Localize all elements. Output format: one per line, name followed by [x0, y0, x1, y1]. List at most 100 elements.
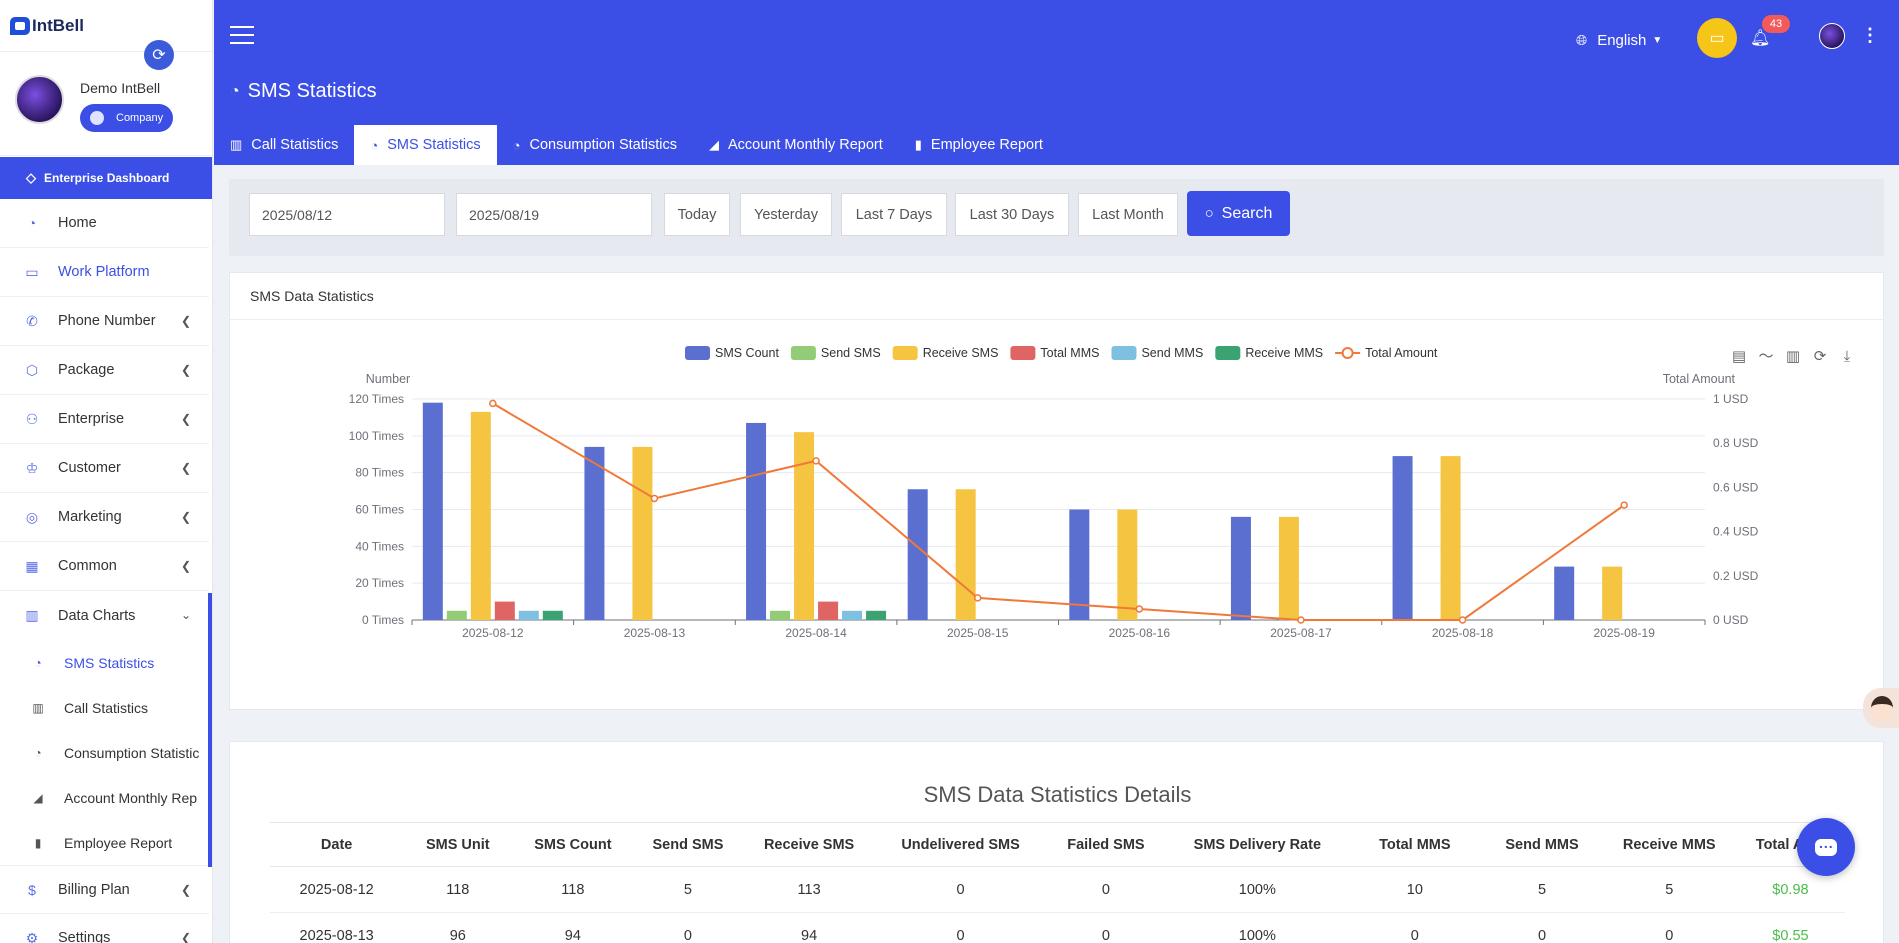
- page-title: ◔ SMS Statistics: [230, 80, 377, 103]
- line-switch-icon[interactable]: 〜: [1758, 347, 1773, 365]
- x-tick-label: 2025-08-12: [462, 626, 524, 640]
- bar-receive-sms: [1278, 516, 1299, 620]
- chevron-down-icon: ⌄: [180, 608, 191, 622]
- line-point: [650, 494, 659, 503]
- sidebar-subitem-label: SMS Statistics: [64, 654, 155, 671]
- bar-switch-icon[interactable]: ▥: [1786, 347, 1800, 365]
- last-7-days-button[interactable]: Last 7 Days: [841, 193, 947, 236]
- sidebar-item-label: Marketing: [58, 509, 122, 525]
- end-date-input[interactable]: 2025/08/19: [456, 193, 652, 236]
- enterprise-dashboard-button[interactable]: ◇ Enterprise Dashboard: [0, 157, 212, 199]
- tab-sms-statistics[interactable]: ◔ SMS Statistics: [354, 125, 497, 165]
- sidebar-subitem-sms-statistics[interactable]: ◔ SMS Statistics: [0, 640, 209, 685]
- table-cell: 5: [1481, 866, 1603, 913]
- y-tick-label: 40 Times: [355, 539, 404, 553]
- start-date-input[interactable]: 2025/08/12: [249, 193, 445, 236]
- sidebar-subitem-label: Consumption Statistic: [64, 744, 200, 761]
- table-cell: 0: [1045, 866, 1167, 913]
- avatar[interactable]: [1819, 23, 1845, 49]
- switch-account-icon[interactable]: ⟳: [144, 40, 174, 70]
- tab-label: SMS Statistics: [387, 137, 481, 153]
- bar-sms-count: [1392, 456, 1413, 620]
- language-select[interactable]: 🌐︎ English ▼: [1576, 32, 1662, 49]
- sidebar-scrollbar[interactable]: [208, 593, 212, 867]
- assistant-avatar[interactable]: [1863, 688, 1899, 728]
- sidebar-item-home[interactable]: ◔ Home: [0, 199, 209, 248]
- last-30-days-button[interactable]: Last 30 Days: [955, 193, 1069, 236]
- tab-account-monthly-report[interactable]: ◢ Account Monthly Report: [693, 125, 899, 165]
- sidebar-item-data-charts[interactable]: ▥ Data Charts ⌄: [0, 591, 209, 640]
- logo-chat-icon: [10, 16, 30, 35]
- chevron-left-icon: ❮: [180, 883, 191, 897]
- data-view-icon[interactable]: ▤: [1732, 347, 1746, 365]
- sidebar-item-work-platform[interactable]: ▭ Work Platform: [0, 248, 209, 297]
- column-header: Receive MMS: [1602, 822, 1736, 867]
- tab-call-statistics[interactable]: ▥ Call Statistics: [214, 125, 354, 165]
- role-toggle[interactable]: Company: [80, 104, 173, 132]
- box-icon: ⬡: [25, 361, 39, 378]
- table-cell: 118: [512, 866, 634, 913]
- tab-consumption-statistics[interactable]: ◔ Consumption Statistics: [497, 125, 693, 165]
- legend-label: Receive MMS: [1245, 346, 1323, 360]
- more-vertical-icon[interactable]: ⋮: [1861, 25, 1879, 45]
- sidebar-item-enterprise[interactable]: ⚇ Enterprise ❮: [0, 395, 209, 444]
- bell-icon[interactable]: 🔔︎: [1750, 30, 1771, 47]
- column-header: Failed SMS: [1045, 822, 1167, 867]
- logo[interactable]: IntBell: [0, 0, 212, 52]
- sidebar-item-customer[interactable]: ♔ Customer ❮: [0, 444, 209, 493]
- sidebar-item-billing-plan[interactable]: $ Billing Plan ❮: [0, 865, 209, 914]
- chat-button[interactable]: [1797, 818, 1855, 876]
- sidebar-item-label: Customer: [58, 460, 121, 476]
- sidebar-subitem-call-statistics[interactable]: ▥ Call Statistics: [0, 685, 209, 730]
- sidebar-subitem-account-monthly-report[interactable]: ◢ Account Monthly Rep: [0, 775, 209, 820]
- y-right-tick-label: 0.4 USD: [1713, 525, 1759, 539]
- legend-label: SMS Count: [715, 346, 779, 360]
- sidebar-item-package[interactable]: ⬡ Package ❮: [0, 346, 209, 395]
- last-month-button[interactable]: Last Month: [1078, 193, 1178, 236]
- sidebar-item-label: Settings: [58, 930, 111, 943]
- column-header: SMS Unit: [403, 822, 513, 867]
- sidebar-item-common[interactable]: ▦ Common ❮: [0, 542, 209, 591]
- pie-chart-icon: ◔: [34, 745, 42, 760]
- tab-employee-report[interactable]: ▮ Employee Report: [899, 125, 1059, 165]
- save-image-icon[interactable]: ⤓: [1844, 347, 1851, 365]
- chevron-left-icon: ❮: [180, 559, 191, 573]
- dashboard-icon: ◔: [27, 215, 37, 231]
- chevron-left-icon: ❮: [180, 461, 191, 475]
- table-cell: 10: [1348, 866, 1482, 913]
- sidebar-item-label: Phone Number: [58, 313, 156, 329]
- search-button[interactable]: ○ Search: [1187, 191, 1290, 236]
- sidebar-subitem-employee-report[interactable]: ▮ Employee Report: [0, 820, 209, 865]
- chevron-left-icon: ❮: [180, 510, 191, 524]
- bar-receive-sms: [794, 432, 815, 620]
- sidebar-item-phone-number[interactable]: ✆ Phone Number ❮: [0, 297, 209, 346]
- bar-total-mms: [818, 601, 839, 620]
- tab-bar: ▥ Call Statistics ◔ SMS Statistics ◔ Con…: [214, 125, 1059, 165]
- table-cell: 113: [742, 866, 876, 913]
- language-label: English: [1597, 32, 1647, 49]
- chevron-left-icon: ❮: [180, 314, 191, 328]
- avatar[interactable]: [15, 75, 64, 124]
- sidebar-item-settings[interactable]: ⚙ Settings ❮: [0, 914, 209, 943]
- sidebar-item-marketing[interactable]: ◎ Marketing ❮: [0, 493, 209, 542]
- bar-receive-sms: [1117, 509, 1138, 620]
- sidebar-subitem-consumption-statistics[interactable]: ◔ Consumption Statistic: [0, 730, 209, 775]
- legend-swatch-marker: [1341, 347, 1354, 359]
- menu-toggle-icon[interactable]: [230, 26, 254, 50]
- chevron-left-icon: ❮: [180, 412, 191, 426]
- column-chart-icon: ▮: [914, 137, 922, 152]
- workspace-button[interactable]: ▭: [1697, 18, 1737, 58]
- yesterday-button[interactable]: Yesterday: [740, 193, 832, 236]
- table-cell: 5: [1602, 866, 1736, 913]
- table-row: 2025-08-12 118 118 5 113 0 0 100% 10 5 5 $0.98: [270, 866, 1845, 913]
- x-tick-label: 2025-08-17: [1270, 626, 1332, 640]
- bar-total-mms: [494, 601, 515, 620]
- tab-label: Consumption Statistics: [529, 137, 677, 153]
- legend-label: Receive SMS: [923, 346, 999, 360]
- column-header: SMS Delivery Rate: [1166, 822, 1349, 867]
- today-button[interactable]: Today: [664, 193, 730, 236]
- legend-swatch: [892, 346, 918, 360]
- restore-icon[interactable]: ⟳: [1814, 347, 1827, 365]
- bar-sms-count: [1554, 566, 1575, 620]
- logo-text: IntBell: [32, 15, 84, 35]
